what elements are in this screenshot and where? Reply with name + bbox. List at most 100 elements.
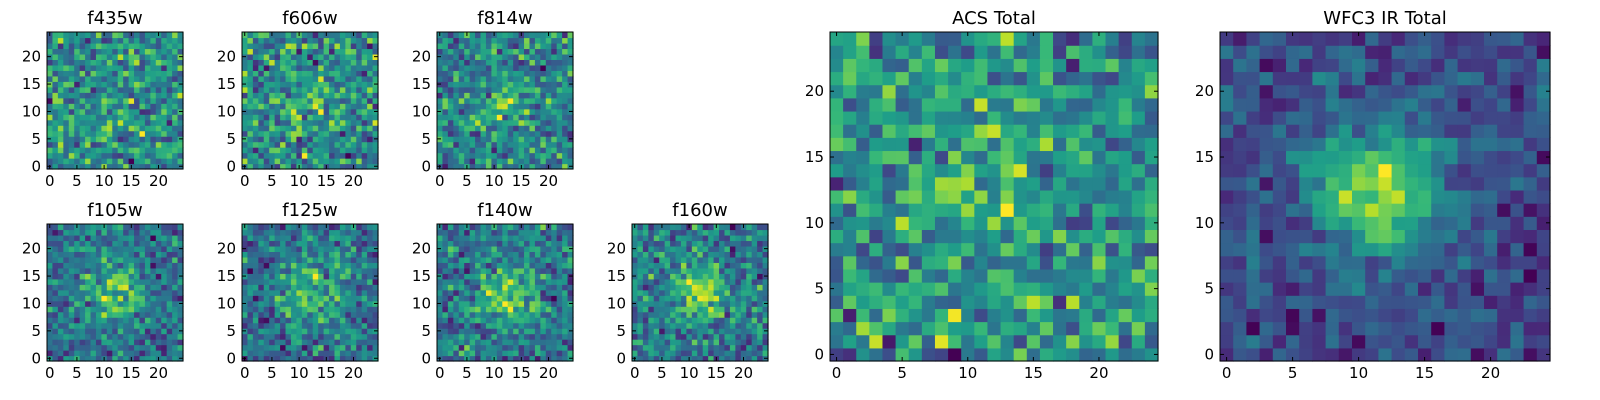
heatmap-cell	[128, 147, 135, 154]
heatmap-cell	[63, 108, 70, 115]
heatmap-cell	[458, 267, 465, 274]
heatmap-cell	[442, 234, 449, 242]
heatmap-cell	[518, 251, 525, 258]
heatmap-cell	[79, 136, 86, 143]
heatmap-cell	[529, 136, 536, 143]
heatmap-cell	[740, 350, 747, 357]
heatmap-cell	[269, 141, 276, 148]
heatmap-cell	[670, 328, 677, 335]
heatmap-cell	[442, 262, 449, 269]
heatmap-cell	[123, 114, 130, 121]
heatmap-cell	[442, 322, 449, 329]
heatmap-cell	[95, 141, 102, 148]
heatmap-cell	[52, 245, 59, 252]
heatmap-cell	[1039, 347, 1054, 362]
heatmap-cell	[948, 242, 962, 257]
heatmap-cell	[172, 289, 179, 296]
heatmap-cell	[290, 328, 297, 335]
heatmap-cell	[485, 147, 492, 154]
heatmap-cell	[269, 114, 276, 121]
heatmap-cell	[280, 81, 287, 88]
heatmap-cell	[464, 350, 471, 357]
heatmap-cell	[545, 125, 552, 132]
heatmap-cell	[258, 278, 265, 285]
heatmap-cell	[447, 306, 454, 313]
heatmap-cell	[280, 339, 287, 346]
heatmap-cell	[79, 152, 86, 159]
heatmap-cell	[68, 86, 75, 93]
heatmap-cell	[567, 251, 574, 258]
heatmap-cell	[139, 267, 146, 274]
heatmap-cell	[128, 295, 135, 302]
heatmap-cell	[746, 251, 753, 258]
heatmap-cell	[356, 289, 363, 296]
heatmap-cell	[172, 59, 179, 66]
heatmap-cell	[117, 322, 124, 329]
heatmap-cell	[372, 344, 379, 351]
heatmap-cell	[680, 267, 687, 274]
heatmap-cell	[356, 224, 363, 231]
heatmap-cell	[740, 267, 747, 274]
heatmap-cell	[551, 37, 558, 44]
heatmap-cell	[361, 295, 368, 302]
heatmap-cell	[367, 130, 374, 137]
heatmap-cell	[339, 163, 346, 170]
heatmap-cell	[345, 136, 352, 143]
heatmap-cell	[301, 152, 308, 159]
panel-title: f105w	[87, 200, 142, 221]
heatmap-cell	[95, 333, 102, 340]
heatmap-cell	[339, 53, 346, 60]
heatmap-cell	[323, 92, 330, 99]
heatmap-cell	[242, 234, 249, 242]
heatmap-cell	[1000, 295, 1015, 309]
heatmap-cell	[134, 152, 141, 159]
heatmap-cell	[128, 103, 135, 110]
heatmap-cell	[513, 37, 520, 44]
heatmap-cell	[367, 300, 374, 307]
heatmap-cell	[921, 321, 936, 336]
heatmap-cell	[263, 229, 270, 236]
heatmap-cell	[746, 224, 753, 231]
heatmap-cell	[442, 86, 449, 93]
heatmap-cell	[453, 158, 460, 165]
heatmap-cell	[1039, 255, 1054, 270]
heatmap-cell	[869, 255, 884, 270]
heatmap-cell	[524, 42, 531, 50]
heatmap-cell	[150, 355, 157, 362]
heatmap-cell	[329, 344, 336, 351]
heatmap-cell	[74, 119, 81, 126]
heatmap-cell	[128, 251, 135, 258]
heatmap-cell	[274, 37, 281, 44]
heatmap-cell	[453, 267, 460, 274]
heatmap-cell	[128, 267, 135, 274]
heatmap-cell	[280, 42, 287, 50]
heatmap-cell	[1131, 163, 1146, 178]
heatmap-cell	[447, 97, 454, 104]
heatmap-cell	[534, 147, 541, 154]
heatmap-cell	[296, 136, 303, 143]
heatmap-cell	[1131, 295, 1146, 309]
heatmap-cell	[339, 97, 346, 104]
heatmap-cell	[437, 130, 444, 137]
heatmap-cell	[987, 308, 1002, 323]
heatmap-cell	[350, 328, 357, 335]
heatmap-cell	[106, 317, 113, 324]
heatmap-cell	[144, 245, 151, 252]
heatmap-cell	[242, 322, 249, 329]
heatmap-cell	[496, 119, 503, 126]
heatmap-cell	[128, 53, 135, 60]
heatmap-cell	[323, 53, 330, 60]
heatmap-cell	[296, 130, 303, 137]
heatmap-cell	[653, 328, 660, 335]
heatmap-cell	[95, 224, 102, 231]
heatmap-cell	[318, 317, 325, 324]
heatmap-cell	[496, 350, 503, 357]
heatmap-cell	[242, 103, 249, 110]
x-tick-label: 5	[462, 172, 472, 190]
heatmap-cell	[762, 306, 769, 313]
heatmap-cell	[691, 344, 698, 351]
heatmap-cell	[1039, 176, 1054, 191]
heatmap-cell	[653, 289, 660, 296]
heatmap-cell	[172, 86, 179, 93]
